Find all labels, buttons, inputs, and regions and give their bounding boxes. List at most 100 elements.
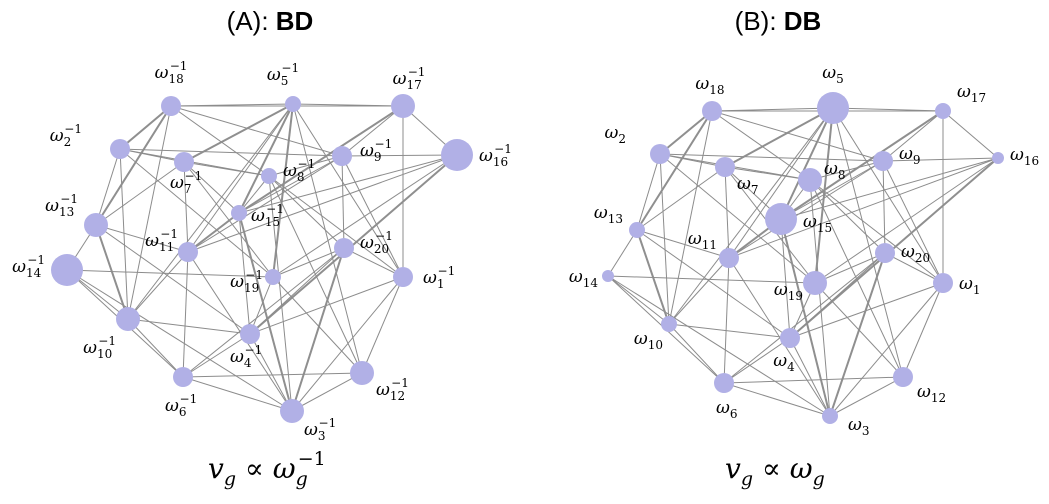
panel-b-edge-3-8 [809, 179, 831, 417]
panel-a-label-omega-2: ω2−1 [50, 122, 82, 149]
panel-b-edge-9-16 [882, 157, 999, 162]
panel-a-node-omega-4 [240, 324, 260, 344]
panel-a-edge-1-8 [268, 175, 404, 278]
panel-b-edge-7-11 [724, 166, 730, 259]
panel-b-node-omega-5 [817, 92, 849, 124]
panel-b-label-omega-19: ω19 [774, 280, 803, 303]
panel-a-edge-9-20 [341, 155, 345, 249]
panel-a-node-omega-2 [110, 139, 130, 159]
panel-a-edge-5-19 [272, 103, 294, 278]
panel-b-edge-15-17 [780, 110, 944, 220]
panel-b-node-omega-6 [714, 373, 734, 393]
panel-b-edge-1-20 [884, 252, 944, 284]
panel-a-node-omega-20 [334, 238, 354, 258]
panel-a-edge-2-10 [119, 148, 129, 320]
panel-a-label-omega-9: ω9−1 [360, 137, 392, 164]
panel-a-node-omega-15 [231, 205, 247, 221]
panel-b-node-omega-7 [715, 157, 735, 177]
panel-b-edge-13-14 [607, 229, 638, 277]
panel-a-edge-11-15 [187, 212, 240, 253]
panel-a-edge-1-12 [361, 276, 404, 374]
panel-b-label-omega-18: ω18 [695, 74, 724, 97]
panel-a-edge-8-9 [268, 155, 343, 177]
panel-b-label-omega-16: ω16 [1010, 145, 1039, 168]
panel-b-label-omega-4: ω4 [773, 351, 795, 374]
panel-a-edge-12-19 [272, 276, 363, 374]
panel-b-label-omega-20: ω20 [901, 242, 930, 265]
panel-a-edge-3-6 [182, 376, 293, 412]
panel-b-edge-3-14 [607, 275, 831, 417]
panel-a-node-omega-3 [280, 399, 304, 423]
panel-b-edge-2-10 [659, 153, 670, 325]
panel-a-edge-15-17 [238, 105, 404, 214]
panel-b-edge-12-19 [814, 282, 904, 378]
panel-a-label-omega-13: ω13−1 [45, 192, 78, 219]
panel-b-label-omega-10: ω10 [634, 329, 663, 352]
panel-b-edge-6-12 [723, 376, 904, 384]
panel-b-title: (B): DB [735, 6, 822, 36]
panel-b: (B): DB ω1ω2ω3ω4ω5ω6ω7ω8ω9ω10ω11ω12ω13ω1… [569, 6, 1039, 490]
panel-b-edge-10-13 [636, 229, 670, 325]
panel-a-edge-7-8 [183, 161, 270, 177]
panel-a-edge-2-19 [119, 148, 274, 278]
panel-b-edge-16-19 [814, 157, 999, 284]
panel-a-edge-5-12 [292, 103, 363, 374]
panel-b-edge-13-18 [636, 110, 713, 231]
panel-b-node-omega-12 [893, 367, 913, 387]
panel-b-label-omega-15: ω15 [803, 212, 832, 235]
panel-a-node-omega-1 [393, 267, 413, 287]
panel-a-label-omega-18: ω18−1 [155, 59, 188, 86]
panel-b-labels: ω1 ω2 ω3 ω4 ω5 ω6 ω7 ω8 ω9 ω10 ω11 ω12 ω13 ω14 ω15 ω16 ω… [569, 63, 1039, 438]
panel-b-node-omega-2 [650, 144, 670, 164]
panel-b-edge-4-20 [789, 252, 886, 339]
panel-b-edge-5-19 [814, 107, 834, 284]
panel-a-edge-9-11 [187, 155, 343, 253]
panel-a-edge-10-11 [127, 251, 189, 320]
panel-a-edge-3-20 [291, 247, 345, 412]
panel-a-edge-13-18 [95, 105, 172, 226]
panel-b-edge-11-13 [636, 229, 730, 259]
panel-b-edge-2-19 [659, 153, 816, 284]
panel-b-edge-5-7 [724, 107, 834, 168]
panel-a-edge-10-18 [127, 105, 172, 320]
panel-b-node-omega-19 [803, 271, 827, 295]
panel-a-edge-8-20 [268, 175, 345, 249]
panel-b-label-omega-6: ω6 [716, 398, 738, 421]
panel-a-node-omega-5 [285, 96, 301, 112]
panel-a-edge-2-13 [95, 148, 121, 226]
panel-a-edge-5-11 [187, 103, 294, 253]
panel-b-label-omega-11: ω11 [688, 229, 717, 252]
panel-b-edge-4-16 [789, 157, 999, 339]
panel-a-title: (A): BD [227, 6, 314, 36]
panel-a-node-omega-7 [174, 152, 194, 172]
panel-a-label-omega-1: ω1−1 [423, 264, 455, 291]
panel-b-edge-4-13 [636, 229, 791, 339]
panel-a-edge-1-9 [341, 155, 404, 278]
panel-a-node-omega-16 [441, 139, 473, 171]
panel-a-edge-3-8 [268, 175, 293, 412]
panel-b-edge-5-15 [780, 107, 834, 220]
panel-b-edge-4-6 [723, 337, 791, 384]
panel-a-label-omega-3: ω3−1 [304, 416, 336, 443]
panel-b-edge-4-15 [780, 218, 791, 339]
panel-b-label-omega-13: ω13 [594, 203, 623, 226]
panel-a-edge-9-18 [170, 105, 343, 157]
panel-a-edge-9-17 [341, 105, 404, 157]
panel-b-edge-9-11 [728, 160, 884, 259]
panel-b-label-omega-3: ω3 [848, 415, 870, 438]
panel-b-formula: vg ∝ ωg [725, 452, 825, 490]
panel-a-edge-3-4 [249, 333, 293, 412]
panel-a-labels: ω1−1 ω2−1 ω3−1 ω4−1 ω5−1 ω6−1 ω7−1 ω8−1 ω9−1 ω10−… [12, 59, 512, 443]
panel-b-label-omega-12: ω12 [917, 382, 946, 405]
panel-a-edge-15-16 [238, 154, 458, 214]
panel-a-label-omega-15: ω15−1 [251, 202, 284, 229]
panel-a-label-omega-10: ω10−1 [83, 334, 116, 361]
panel-a-edge-6-12 [182, 372, 363, 378]
panel-b-edge-8-12 [809, 179, 904, 378]
panel-a-label-omega-12: ω12−1 [376, 376, 409, 403]
panel-b-node-omega-10 [661, 316, 677, 332]
panel-a-edge-3-14 [66, 269, 293, 412]
panel-a-edge-3-12 [291, 372, 363, 412]
panel-a-node-omega-12 [350, 361, 374, 385]
panel-a-nodes [51, 94, 473, 423]
